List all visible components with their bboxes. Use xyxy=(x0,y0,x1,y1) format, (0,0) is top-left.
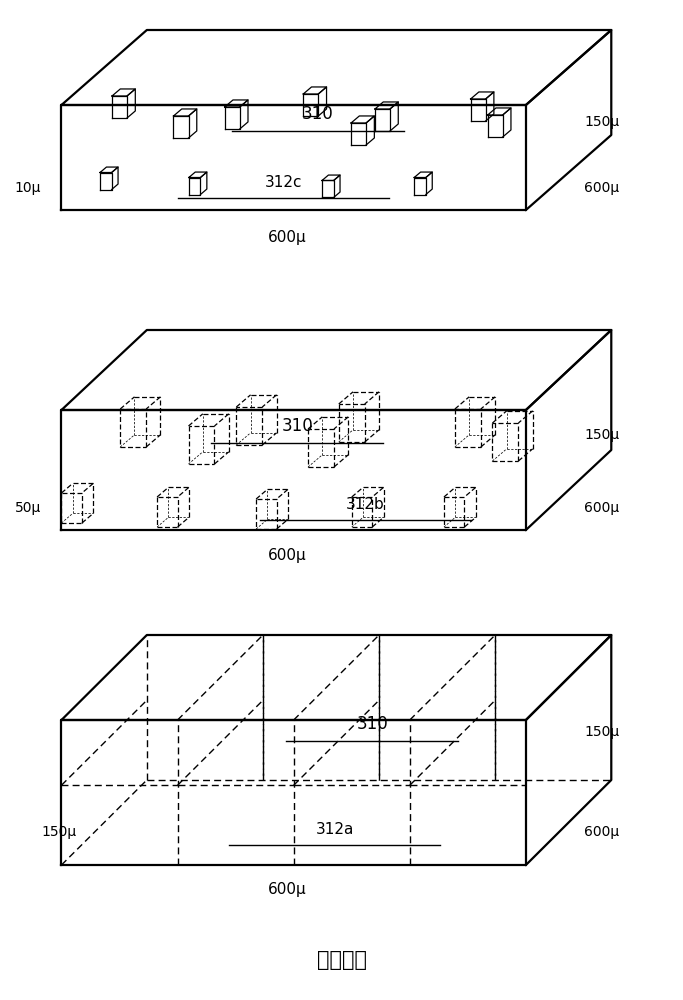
Text: 50μ: 50μ xyxy=(15,501,41,515)
Text: 600μ: 600μ xyxy=(584,825,619,839)
Text: 150μ: 150μ xyxy=(584,725,619,739)
Text: 600μ: 600μ xyxy=(268,230,306,245)
Text: 312a: 312a xyxy=(316,822,354,837)
Text: 600μ: 600μ xyxy=(584,501,619,515)
Text: 310: 310 xyxy=(357,715,388,733)
Text: 150μ: 150μ xyxy=(41,825,76,839)
Text: 150μ: 150μ xyxy=(584,115,619,129)
Text: 312c: 312c xyxy=(265,175,302,190)
Text: 10μ: 10μ xyxy=(14,181,41,195)
Text: 600μ: 600μ xyxy=(268,882,306,897)
Text: 312b: 312b xyxy=(346,497,385,512)
Text: 现有技术: 现有技术 xyxy=(316,950,367,970)
Text: 310: 310 xyxy=(302,105,333,123)
Text: 310: 310 xyxy=(281,417,313,435)
Text: 600μ: 600μ xyxy=(584,181,619,195)
Text: 600μ: 600μ xyxy=(268,548,306,563)
Text: 150μ: 150μ xyxy=(584,428,619,442)
